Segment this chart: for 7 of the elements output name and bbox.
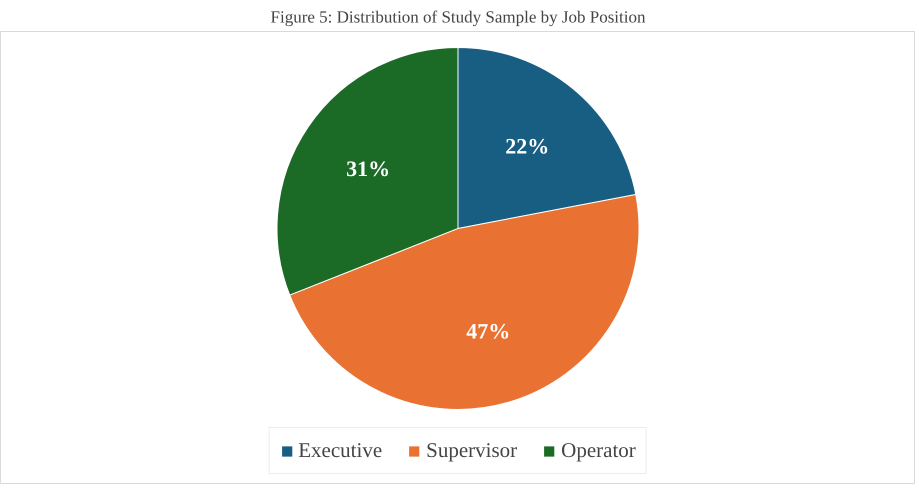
data-label: 31% (346, 156, 390, 181)
legend-label: Supervisor (426, 438, 518, 463)
legend-label: Executive (298, 438, 382, 463)
chart-title: Figure 5: Distribution of Study Sample by Job Position (270, 8, 646, 26)
data-label: 47% (466, 318, 510, 344)
legend-label: Operator (561, 438, 636, 463)
data-label: 22% (505, 134, 550, 159)
